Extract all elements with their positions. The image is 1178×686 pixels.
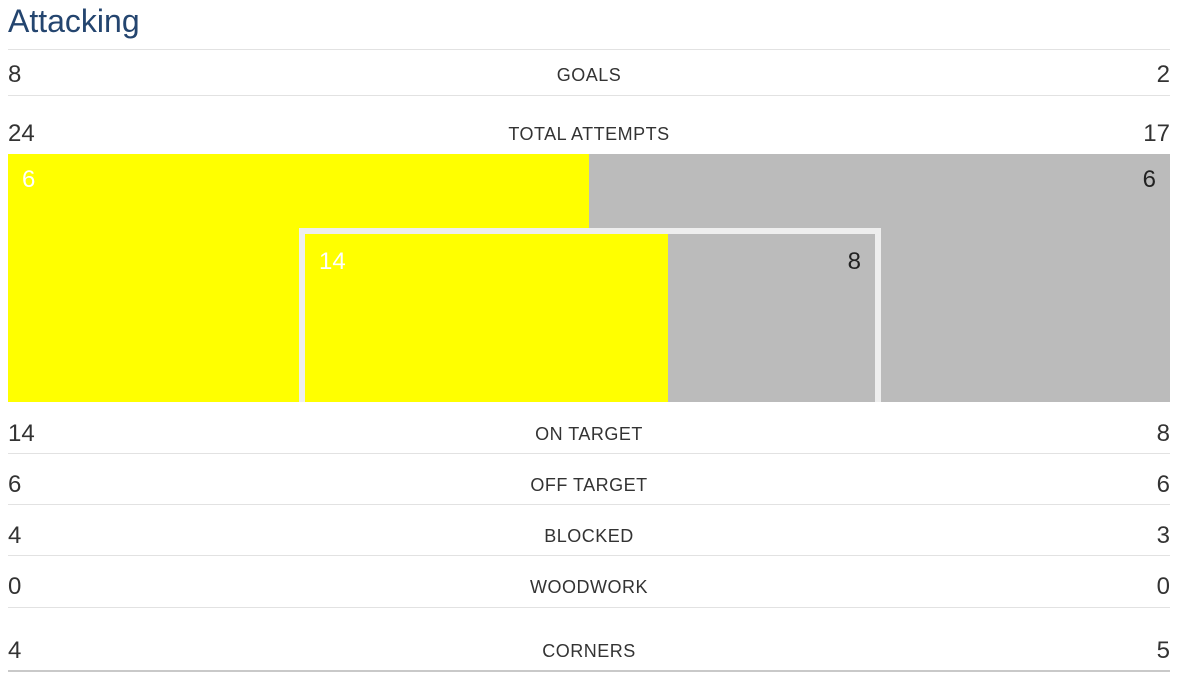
stat-row-blocked: 4 BLOCKED 3 — [8, 520, 1170, 552]
home-goals: 8 — [8, 61, 22, 88]
home-off-target-value: 6 — [22, 166, 36, 193]
divider-bottom — [8, 670, 1170, 672]
stat-label-on-target: ON TARGET — [535, 424, 643, 444]
away-goals: 2 — [1156, 61, 1170, 88]
stat-label-off-target: OFF TARGET — [530, 475, 648, 495]
stat-label-goals: GOALS — [556, 65, 622, 85]
home-corners: 4 — [8, 637, 22, 664]
stat-label-total-attempts: TOTAL ATTEMPTS — [508, 124, 670, 144]
home-total-attempts: 24 — [8, 120, 35, 147]
away-woodwork: 0 — [1156, 573, 1170, 600]
divider — [8, 49, 1170, 50]
section-title: Attacking — [8, 3, 140, 39]
stat-row-goals: 8 GOALS 2 — [8, 59, 1170, 91]
away-off-target-value: 6 — [1142, 166, 1156, 193]
stat-label-corners: CORNERS — [542, 641, 636, 661]
stat-row-on-target: 14 ON TARGET 8 — [8, 418, 1170, 450]
attempts-goal-graphic: 6 6 14 8 — [8, 154, 1170, 402]
divider — [8, 95, 1170, 96]
divider — [8, 453, 1170, 454]
away-on-target-value: 8 — [847, 248, 861, 275]
home-blocked: 4 — [8, 522, 22, 549]
stat-row-woodwork: 0 WOODWORK 0 — [8, 571, 1170, 603]
stat-row-corners: 4 CORNERS 5 — [8, 635, 1170, 667]
away-corners: 5 — [1156, 637, 1170, 664]
home-on-target-area — [305, 234, 668, 402]
divider — [8, 607, 1170, 608]
stat-row-total-attempts: 24 TOTAL ATTEMPTS 17 — [8, 118, 1170, 150]
stat-label-blocked: BLOCKED — [544, 526, 634, 546]
home-woodwork: 0 — [8, 573, 22, 600]
away-blocked: 3 — [1156, 522, 1170, 549]
goal-frame: 14 8 — [299, 228, 881, 402]
stat-label-woodwork: WOODWORK — [530, 577, 648, 597]
home-on-target: 14 — [8, 420, 35, 447]
divider — [8, 555, 1170, 556]
away-off-target: 6 — [1156, 471, 1170, 498]
home-on-target-value: 14 — [319, 248, 346, 275]
away-total-attempts: 17 — [1143, 120, 1170, 147]
stat-row-off-target: 6 OFF TARGET 6 — [8, 469, 1170, 501]
away-on-target: 8 — [1156, 420, 1170, 447]
home-off-target: 6 — [8, 471, 22, 498]
divider — [8, 504, 1170, 505]
